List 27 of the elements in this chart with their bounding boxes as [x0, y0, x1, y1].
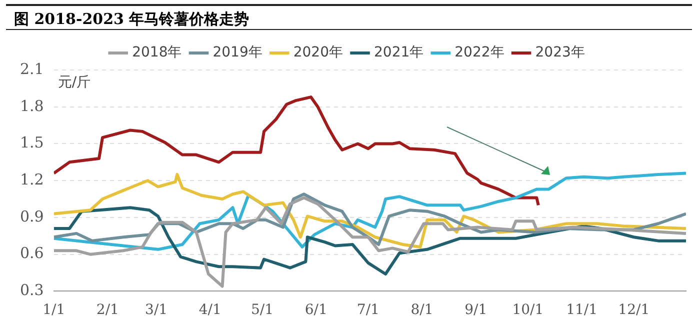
x-tick-label: 2/1 — [96, 302, 119, 318]
legend-label: 2018年 — [132, 44, 182, 61]
x-tick-label: 11/1 — [566, 302, 598, 318]
x-tick-label: 3/1 — [145, 302, 168, 318]
x-tick-label: 8/1 — [410, 302, 434, 318]
x-tick-label: 4/1 — [198, 302, 222, 318]
x-tick-label: 6/1 — [304, 302, 328, 318]
legend-label: 2019年 — [212, 44, 262, 61]
legend-label: 2020年 — [293, 44, 344, 61]
chart-title: 图 2018-2023 年马铃薯价格走势 — [6, 4, 692, 30]
y-tick-label: 2.1 — [20, 60, 44, 78]
y-tick-label: 1.8 — [20, 96, 44, 115]
x-tick-label: 10/1 — [512, 302, 544, 318]
y-tick-label: 0.9 — [20, 207, 44, 226]
legend-label: 2023年 — [535, 44, 585, 61]
x-tick-label: 5/1 — [250, 302, 274, 318]
y-tick-label: 1.2 — [20, 170, 44, 188]
x-tick-label: 7/1 — [356, 302, 380, 318]
legend-label: 2021年 — [374, 44, 424, 61]
y-tick-label: 0.6 — [20, 244, 44, 262]
x-tick-label: 9/1 — [464, 302, 488, 318]
x-tick-label: 1/1 — [42, 302, 66, 318]
y-tick-label: 0.3 — [20, 281, 44, 300]
legend-label: 2022年 — [454, 44, 504, 61]
y-axis-title: 元/斤 — [58, 74, 91, 91]
x-tick-label: 12/1 — [618, 302, 650, 318]
y-tick-label: 1.5 — [20, 134, 44, 152]
